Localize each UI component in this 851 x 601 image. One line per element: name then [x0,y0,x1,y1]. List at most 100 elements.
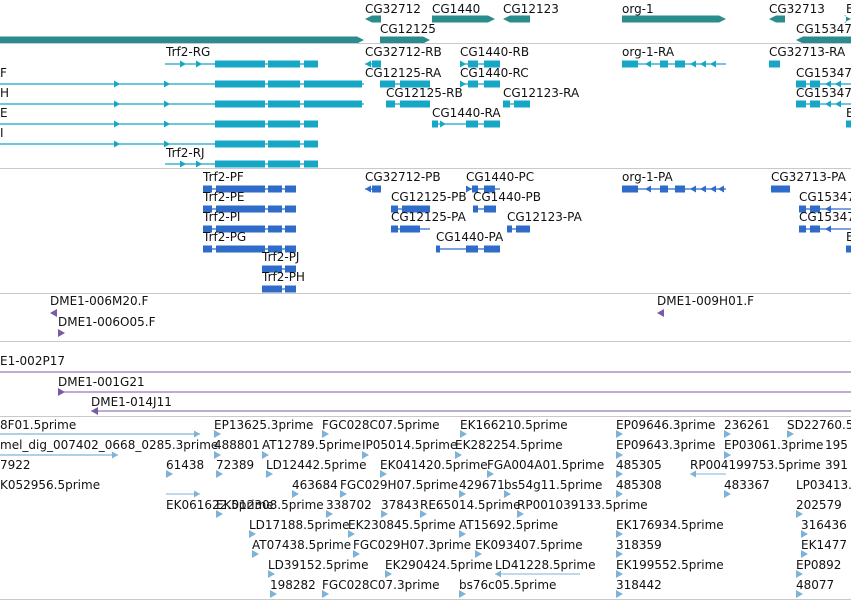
strand-arrow[interactable] [164,120,170,128]
est-glyph[interactable] [724,430,731,438]
est-glyph[interactable] [385,570,392,578]
protein-label[interactable]: CG1440-PC [466,170,535,184]
exon-block[interactable] [810,80,820,88]
transcript-label[interactable]: CG32713-RA [769,45,846,59]
est-label[interactable]: 485305 [616,458,662,472]
exon-block[interactable] [372,60,381,68]
est-label[interactable]: FGC029H07.5prime [340,478,459,492]
est-glyph[interactable] [616,430,623,438]
exon-block[interactable] [769,60,780,68]
strand-arrow[interactable] [365,185,371,193]
exon-block[interactable] [484,60,500,68]
exon-block[interactable] [810,100,820,108]
exon-block[interactable] [846,245,851,253]
est-glyph[interactable] [801,550,808,558]
protein-label[interactable]: Trf2-PI [203,210,241,224]
exon-block[interactable] [503,100,510,108]
est-label[interactable]: LD17188.5prime [249,518,350,532]
strand-arrow[interactable] [164,80,170,88]
clone-label[interactable]: DME1-001G21 [58,375,145,389]
est-glyph[interactable] [252,550,259,558]
est-label[interactable]: 8F01.5prime [0,418,77,432]
gene-glyph[interactable] [0,36,364,44]
exon-block[interactable] [473,205,478,213]
exon-block[interactable] [514,100,530,108]
est-label[interactable]: AT12789.5prime [262,438,362,452]
exon-block[interactable] [400,100,430,108]
est-glyph[interactable] [322,430,329,438]
est-glyph[interactable] [459,530,466,538]
transcript-label[interactable]: CG1440-RC [460,66,529,80]
exon-block[interactable] [796,100,806,108]
est-label[interactable]: 318359 [616,538,662,552]
exon-block[interactable] [400,225,420,233]
exon-block[interactable] [386,100,395,108]
est-glyph[interactable] [166,470,173,478]
protein-label[interactable]: Trf2-PH [262,270,305,284]
exon-block[interactable] [216,225,265,233]
est-label[interactable]: EP09643.3prime [616,438,716,452]
exon-block[interactable] [268,140,300,148]
transcript-label[interactable]: E [846,106,851,120]
strand-arrow[interactable] [194,490,200,498]
transcript-label[interactable]: H [0,86,10,100]
est-label[interactable]: 72389 [216,458,255,472]
clone-label[interactable]: E1-002P17 [0,354,65,368]
est-label[interactable]: RE65014.5prime [420,498,521,512]
exon-block[interactable] [285,185,296,193]
strand-arrow[interactable] [112,451,118,459]
gene-glyph[interactable] [380,36,430,44]
est-label[interactable]: EK166210.5prime [460,418,568,432]
exon-block[interactable] [484,205,496,213]
exon-block[interactable] [268,245,282,253]
strand-arrow[interactable] [710,185,716,193]
est-label[interactable]: EK041420.5prime [380,458,488,472]
est-label[interactable]: IP05014.5prime [362,438,458,452]
est-label[interactable]: RP004199753.5prime [690,458,821,472]
protein-label[interactable]: CG12125-PA [391,210,466,224]
exon-block[interactable] [304,80,362,88]
strand-arrow[interactable] [180,160,186,168]
transcript-label[interactable]: CG12123-RA [503,86,580,100]
strand-arrow[interactable] [825,100,831,108]
clone-label[interactable]: DME1-006M20.F [50,294,149,308]
est-glyph[interactable] [216,510,223,518]
strand-arrow[interactable] [91,407,98,415]
strand-arrow[interactable] [440,120,446,128]
est-glyph[interactable] [616,530,623,538]
exon-block[interactable] [660,60,668,68]
est-glyph[interactable] [657,309,664,317]
est-glyph[interactable] [616,590,623,598]
gene-label[interactable]: CG12123 [503,2,559,16]
strand-arrow[interactable] [495,570,501,578]
exon-block[interactable] [436,245,440,253]
exon-block[interactable] [846,120,851,128]
protein-label[interactable]: Trf2-PJ [262,250,300,264]
est-glyph[interactable] [504,490,511,498]
est-label[interactable]: EP13625.3prime [214,418,314,432]
exon-block[interactable] [203,245,212,253]
est-label[interactable]: 7922 [0,458,31,472]
est-label[interactable]: LP03413. [796,478,851,492]
est-label[interactable]: 202579 [796,498,842,512]
strand-arrow[interactable] [180,60,186,68]
est-glyph[interactable] [353,550,360,558]
est-glyph[interactable] [616,451,623,459]
strand-arrow[interactable] [58,388,65,396]
est-glyph[interactable] [268,570,275,578]
est-label[interactable]: 483367 [724,478,770,492]
transcript-label[interactable]: CG15347 [796,86,851,100]
est-label[interactable]: 61438 [166,458,205,472]
est-label[interactable]: LD39152.5prime [268,558,369,572]
strand-arrow[interactable] [690,470,696,478]
est-glyph[interactable] [214,430,221,438]
exon-block[interactable] [507,225,512,233]
est-glyph[interactable] [801,530,808,538]
exon-block[interactable] [799,225,806,233]
gene-glyph[interactable] [622,15,726,23]
est-label[interactable]: RP001039133.5prime [517,498,648,512]
exon-block[interactable] [215,160,265,168]
strand-arrow[interactable] [835,80,841,88]
gene-glyph[interactable] [432,15,495,23]
est-label[interactable]: LD12442.5prime [266,458,367,472]
